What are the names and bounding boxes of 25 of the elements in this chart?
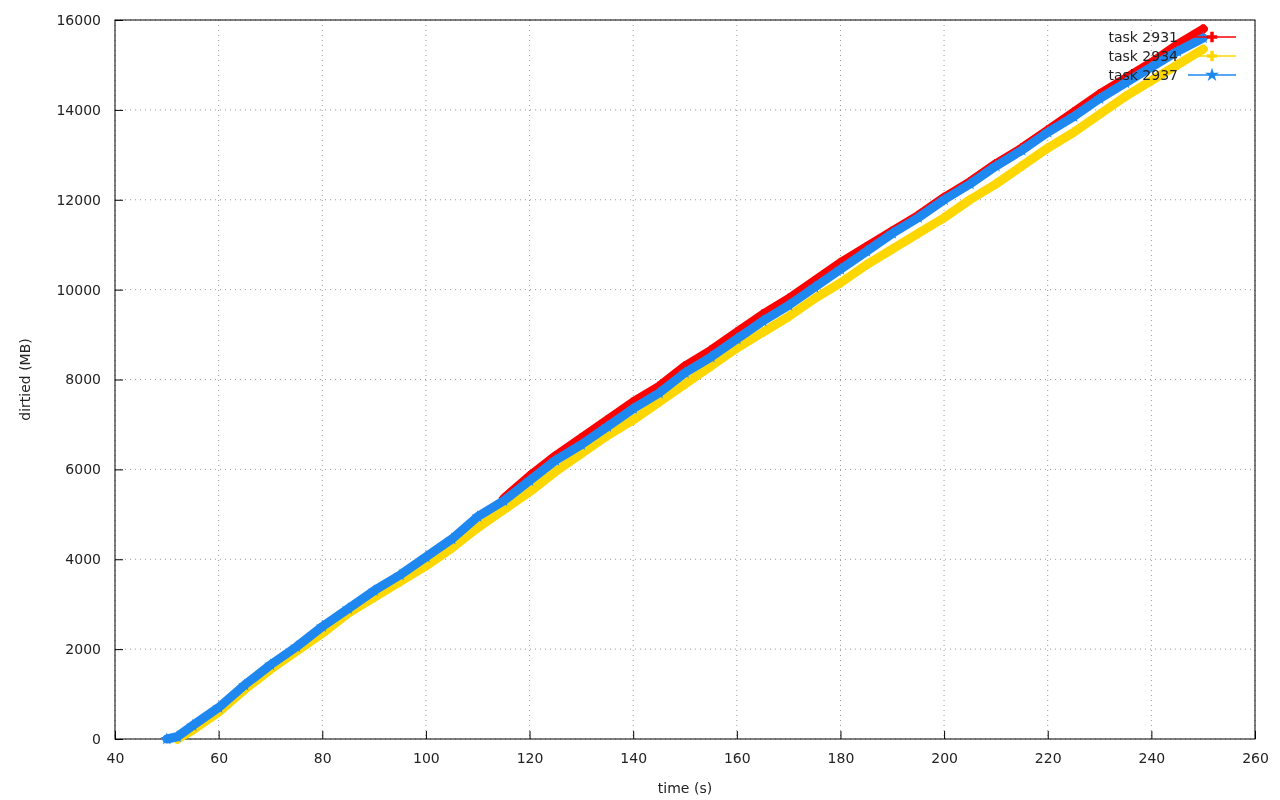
- y-tick-label: 10000: [56, 281, 101, 298]
- x-tick-label: 100: [413, 749, 440, 766]
- y-tick-label: 14000: [56, 101, 101, 118]
- x-tick-label: 120: [516, 749, 544, 766]
- y-tick-label: 16000: [56, 11, 101, 28]
- legend-label: task 2934: [1108, 48, 1179, 64]
- x-tick-label: 200: [931, 749, 958, 766]
- y-axis-title: dirtied (MB): [17, 338, 33, 421]
- y-tick-label: 2000: [65, 641, 101, 658]
- x-tick-label: 140: [620, 749, 648, 766]
- x-tick-label: 80: [313, 749, 332, 766]
- y-tick-label: 0: [92, 730, 101, 747]
- y-tick-label: 12000: [56, 191, 101, 208]
- y-tick-label: 4000: [65, 551, 101, 568]
- x-tick-label: 260: [1242, 749, 1269, 766]
- x-tick-label: 160: [723, 749, 751, 766]
- x-axis-title: time (s): [657, 780, 713, 796]
- x-tick-label: 220: [1034, 749, 1062, 766]
- x-tick-label: 60: [210, 749, 229, 766]
- legend-label: task 2931: [1108, 29, 1178, 45]
- y-tick-label: 6000: [65, 461, 101, 478]
- x-tick-label: 240: [1138, 749, 1166, 766]
- y-tick-label: 8000: [65, 371, 101, 388]
- x-tick-label: 40: [106, 749, 125, 766]
- x-tick-label: 180: [827, 749, 855, 766]
